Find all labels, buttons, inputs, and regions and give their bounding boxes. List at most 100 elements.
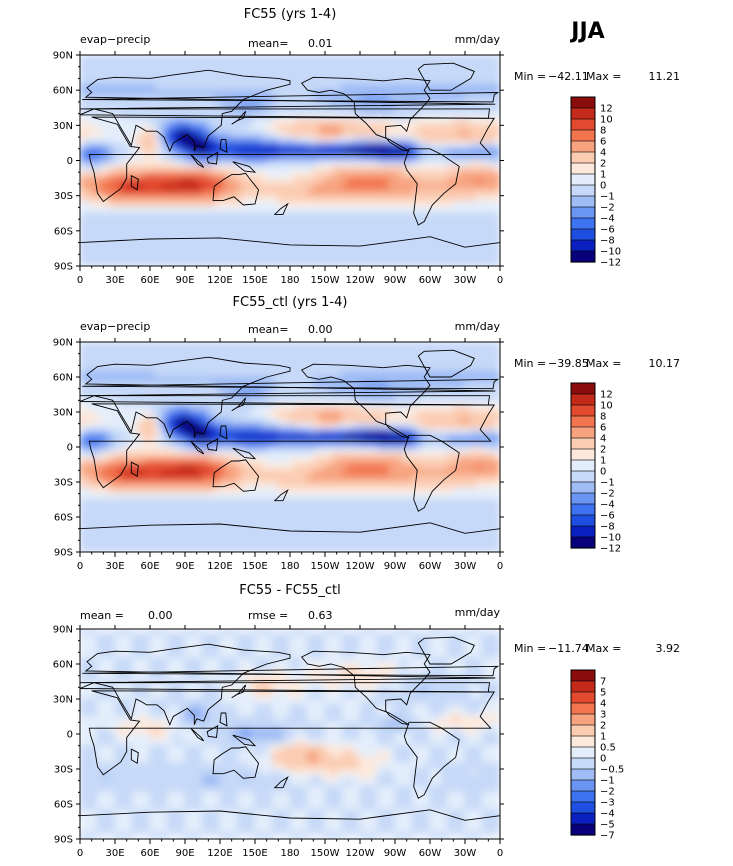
field-cell <box>441 382 448 390</box>
field-cell <box>400 452 408 460</box>
field-cell <box>371 359 378 366</box>
field-cell <box>114 417 122 425</box>
field-cell <box>272 224 279 232</box>
field-cell <box>149 142 157 150</box>
field-cell <box>231 388 238 395</box>
field-cell <box>172 195 180 203</box>
field-cell <box>108 475 116 483</box>
field-cell <box>330 499 338 506</box>
field-cell <box>330 464 338 471</box>
field-cell <box>237 510 244 518</box>
field-cell <box>400 83 408 91</box>
field-cell <box>132 499 139 506</box>
field-cell <box>307 429 314 436</box>
field-cell <box>272 429 279 436</box>
field-cell <box>213 242 221 249</box>
field-cell <box>394 218 402 226</box>
field-cell <box>225 347 233 355</box>
field-cell <box>400 212 408 220</box>
field-cell <box>447 382 454 390</box>
field-cell <box>452 429 460 436</box>
field-cell <box>196 423 203 430</box>
field-cell <box>231 493 238 500</box>
field-cell <box>254 388 262 395</box>
field-cell <box>80 118 87 126</box>
field-cell <box>464 434 472 442</box>
field-cell <box>202 165 209 173</box>
field-cell <box>283 405 291 413</box>
field-cell <box>102 60 110 68</box>
field-cell <box>213 353 221 360</box>
field-cell <box>161 475 168 483</box>
field-cell <box>429 107 437 115</box>
field-cell <box>114 493 122 500</box>
field-cell <box>487 95 495 103</box>
field-cell <box>417 253 425 261</box>
field-cell <box>307 55 314 62</box>
field-cell <box>213 230 221 238</box>
field-cell <box>441 55 448 62</box>
field-cell <box>353 440 361 448</box>
field-cell <box>190 148 198 156</box>
field-cell <box>423 136 431 144</box>
field-cell <box>219 504 227 512</box>
field-cell <box>102 236 110 244</box>
field-cell <box>423 195 431 203</box>
field-cell <box>324 440 332 448</box>
field-cell <box>412 136 419 144</box>
field-cell <box>470 504 478 512</box>
field-cell <box>143 142 151 150</box>
field-cell <box>295 353 303 360</box>
field-cell <box>295 154 303 161</box>
field-cell <box>172 253 180 261</box>
field-cell <box>382 364 390 372</box>
field-cell <box>307 464 314 471</box>
field-cell <box>202 405 209 413</box>
field-cell <box>487 148 495 156</box>
field-cell <box>423 376 431 384</box>
field-cell <box>167 342 174 349</box>
field-cell <box>359 89 367 97</box>
field-cell <box>85 118 93 126</box>
field-cell <box>301 504 308 512</box>
field-cell <box>289 107 297 115</box>
field-cell <box>324 236 332 244</box>
field-cell <box>301 212 308 220</box>
field-cell <box>155 89 163 97</box>
field-cell <box>80 259 87 266</box>
field-cell <box>301 124 308 132</box>
field-cell <box>330 66 338 74</box>
field-cell <box>347 452 355 460</box>
units-label: mm/day <box>455 320 501 333</box>
field-cell <box>312 224 320 232</box>
field-cell <box>458 124 466 132</box>
field-cell <box>143 218 151 226</box>
field-cell <box>452 504 460 512</box>
field-cell <box>307 382 314 390</box>
field-cell <box>114 66 122 74</box>
field-cell <box>207 259 215 266</box>
field-cell <box>464 130 472 138</box>
field-cell <box>120 417 128 425</box>
field-cell <box>254 55 262 62</box>
field-cell <box>242 66 250 74</box>
field-cell <box>248 499 256 506</box>
field-cell <box>476 423 483 430</box>
field-cell <box>482 189 489 197</box>
field-cell <box>289 516 297 524</box>
field-cell <box>301 446 308 454</box>
field-cell <box>412 458 419 465</box>
field-cell <box>167 481 174 489</box>
field-cell <box>441 195 448 203</box>
field-cell <box>435 364 443 372</box>
field-cell <box>161 154 168 161</box>
field-cell <box>242 124 250 132</box>
field-cell <box>388 516 396 524</box>
field-cell <box>167 113 174 120</box>
field-cell <box>359 183 367 191</box>
field-cell <box>266 423 273 430</box>
field-cell <box>417 382 425 390</box>
field-cell <box>324 493 332 500</box>
field-cell <box>447 364 454 372</box>
field-cell <box>137 353 145 360</box>
